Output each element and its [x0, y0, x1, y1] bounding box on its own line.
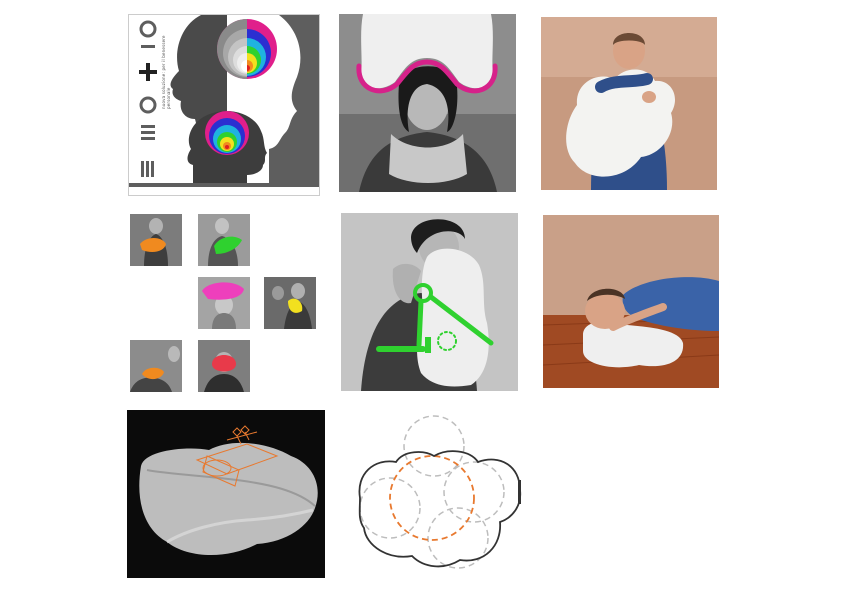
photo-woman-hugging-pillow: [341, 213, 518, 391]
rainbow-circles-bottom: [205, 111, 249, 155]
thumb-green-pillow: [198, 214, 250, 266]
thumb-red-pillow: [198, 340, 250, 392]
pillow-outline-diagram: [352, 410, 530, 578]
thumb-magenta-pillow: [198, 277, 250, 329]
thumb-orange-pillow-2: [130, 340, 182, 392]
poster-rainbow-heads: nuova soluzione: per il benessere person…: [128, 14, 320, 196]
photo-woman-pillow-head: [339, 14, 516, 192]
render-pillow-wireframe: [127, 410, 325, 578]
thumb-yellow-pillow: [264, 277, 316, 329]
photo-boy-lying-pillow: [543, 215, 719, 388]
thumb-orange-pillow: [130, 214, 182, 266]
photo-boy-hugging-pillow: [541, 17, 717, 190]
poster-vertical-caption: nuova soluzione: per il benessere person…: [161, 19, 171, 109]
